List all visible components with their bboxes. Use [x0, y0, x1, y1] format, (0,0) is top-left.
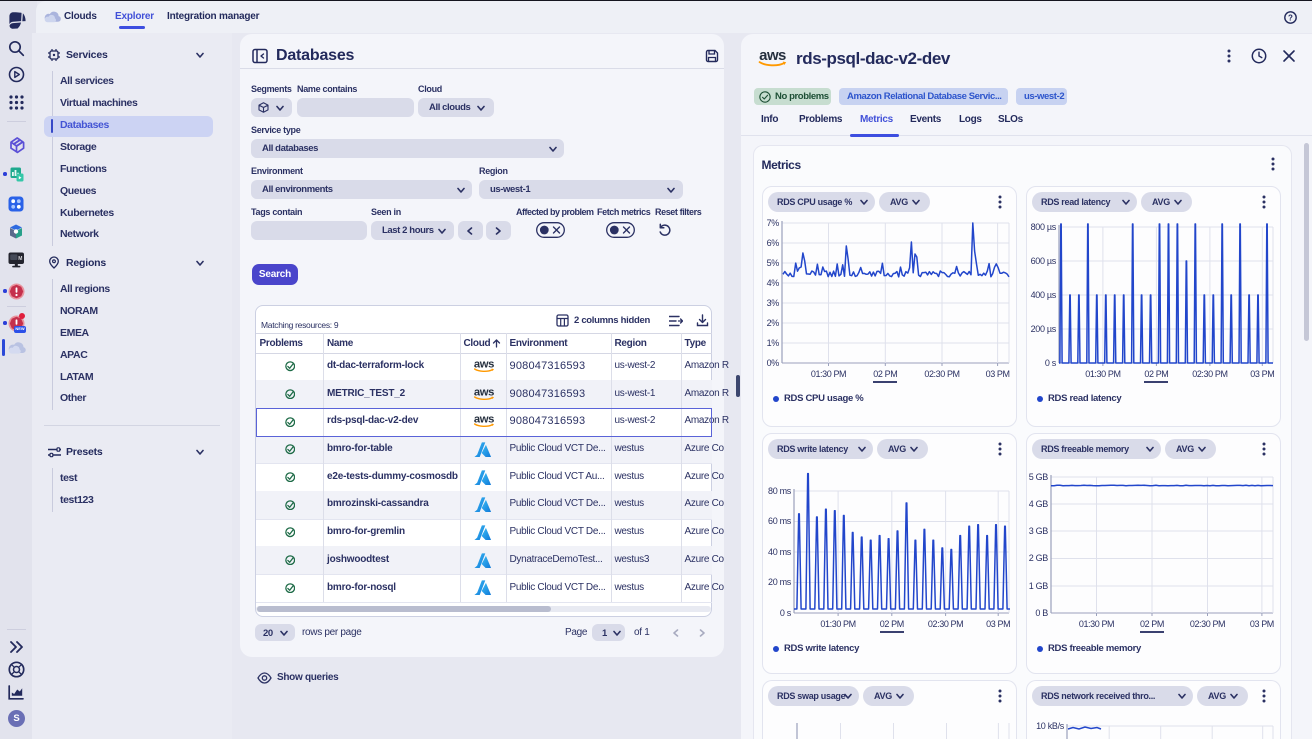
svg-text:aws: aws	[474, 358, 494, 370]
svg-text:M: M	[18, 256, 22, 262]
svg-text:aws: aws	[474, 414, 494, 426]
svg-text:aws: aws	[474, 386, 494, 398]
svg-text:?: ?	[1288, 13, 1293, 22]
svg-text:aws: aws	[759, 47, 786, 64]
